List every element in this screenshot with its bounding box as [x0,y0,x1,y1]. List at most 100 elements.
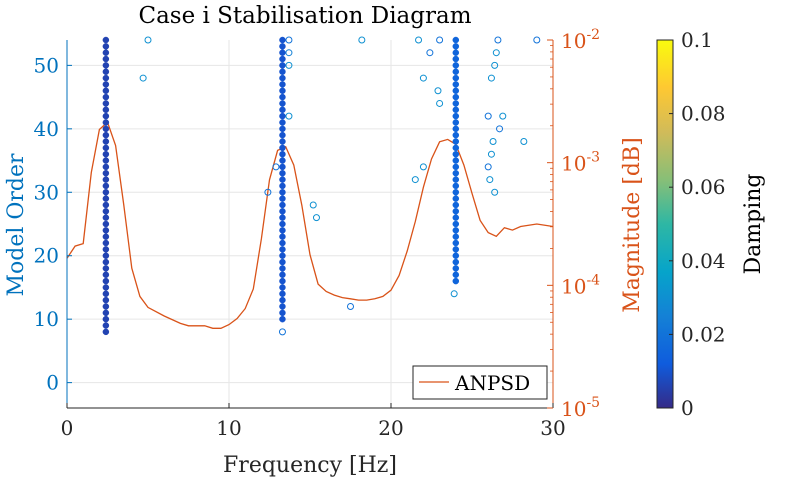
stable-pole-marker [279,182,286,190]
stable-pole-marker [102,74,110,82]
left-y-tick-label: 30 [34,180,59,204]
left-y-tick-label: 10 [34,307,59,331]
stable-pole-marker [279,87,286,95]
stable-pole-marker [452,68,460,75]
stable-pole-marker [279,131,286,139]
stable-pole-marker [279,43,286,50]
stable-pole-marker [279,284,286,291]
stable-pole-marker [279,169,286,177]
stable-pole-marker [279,49,286,56]
unstable-pole-marker [278,328,286,336]
stable-pole-marker [102,182,110,190]
unstable-pole-marker [486,176,494,184]
stable-pole-marker [102,131,110,139]
stable-pole-marker [279,208,286,215]
stable-pole-marker [452,271,460,279]
x-tick-label: 10 [216,416,241,440]
stable-pole-marker [279,125,286,133]
stable-pole-marker [279,100,286,107]
stable-pole-marker [452,74,460,82]
unstable-pole-marker [436,36,444,44]
legend-label: ANPSD [454,371,530,395]
stable-pole-marker [452,201,460,209]
stable-pole-marker [102,214,110,221]
stable-pole-marker [279,93,286,101]
stable-pole-marker [452,252,460,259]
stable-pole-marker [279,265,286,272]
stable-pole-marker [102,246,110,253]
stable-pole-marker [279,233,286,240]
unstable-pole-marker [487,150,495,158]
anpsd-series [66,121,554,329]
stable-pole-marker [279,239,286,247]
stable-pole-marker [279,309,286,317]
stable-pole-marker [452,43,460,50]
grid [66,40,554,408]
stable-pole-marker [102,277,110,285]
stable-pole-marker [279,201,286,209]
stable-pole-marker [102,208,110,215]
stable-pole-marker [452,119,460,126]
unstable-pole-marker [264,188,272,196]
stable-pole-marker [452,176,460,183]
stable-pole-marker [452,100,460,107]
left-y-tick-label: 20 [34,244,59,268]
unstable-pole-marker [426,49,434,57]
stable-pole-marker [102,125,110,133]
stable-pole-marker [102,62,110,69]
stable-pole-marker [102,93,110,101]
stable-pole-marker [279,106,286,114]
unstable-pole-marker [419,74,427,82]
unstable-pole-marker [144,36,152,44]
stable-pole-marker [102,81,110,88]
right-y-axis-label: Magnitude [dB] [620,137,645,312]
stable-pole-marker [452,182,460,190]
stable-pole-marker [102,271,110,279]
unstable-pole-marker [484,112,492,120]
stable-pole-marker [452,125,460,133]
anpsd-line [66,121,554,329]
unstable-pole-marker [285,49,293,57]
stable-pole-marker [279,189,286,196]
stable-pole-marker [102,169,110,177]
stable-pole-marker [102,106,110,114]
unstable-pole-marker [492,49,500,57]
stable-pole-marker [102,87,110,95]
colorbar-ticks: 0 0.02 0.04 0.06 0.08 0.1 [669,28,726,420]
stable-pole-marker [452,265,460,272]
pole-markers [102,36,541,336]
unstable-pole-marker [499,112,507,120]
stable-pole-marker [279,119,286,126]
unstable-pole-marker [358,36,366,44]
colorbar-label: Damping [741,174,766,275]
stable-pole-marker [279,157,286,164]
stable-pole-marker [102,296,110,304]
stable-pole-marker [279,315,286,323]
stable-pole-marker [102,157,110,164]
unstable-pole-marker [272,163,280,171]
stable-pole-marker [452,246,460,253]
stable-pole-marker [279,258,286,266]
stable-pole-marker [102,176,110,183]
stable-pole-marker [279,74,286,82]
stable-pole-marker [279,163,286,171]
stable-pole-marker [279,290,286,298]
x-tick-label: 30 [540,416,565,440]
x-tick-label: 0 [61,416,74,440]
stable-pole-marker [102,252,110,259]
stable-pole-marker [452,62,460,69]
left-y-axis-label: Model Order [4,153,29,297]
stable-pole-marker [102,201,110,209]
stable-pole-marker [452,220,460,228]
stable-pole-marker [452,214,460,221]
unstable-pole-marker [496,125,504,133]
colorbar [656,39,674,409]
stable-pole-marker [452,87,460,95]
unstable-pole-marker [494,36,502,44]
x-axis-label: Frequency [Hz] [223,453,397,478]
unstable-pole-marker [484,163,492,171]
stable-pole-marker [279,144,286,152]
